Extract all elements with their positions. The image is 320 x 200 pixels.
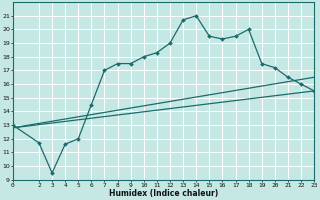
X-axis label: Humidex (Indice chaleur): Humidex (Indice chaleur) bbox=[109, 189, 218, 198]
